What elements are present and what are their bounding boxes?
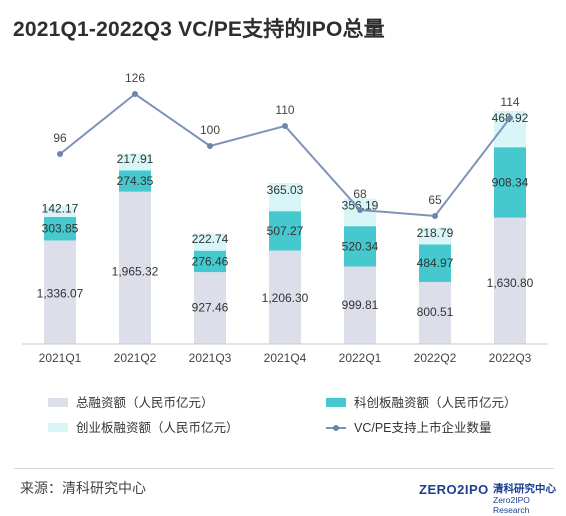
ipo-count-label-2022Q1: 68 xyxy=(353,187,367,201)
bars-layer xyxy=(44,110,526,344)
chart: 1,336.07 303.85 142.17 1,965.32 274.35 217.91… xyxy=(22,71,548,435)
bar-label-0-2022Q2: 800.51 xyxy=(417,305,454,319)
line-layer: 96 126 100 110 68 65 114 xyxy=(53,71,520,219)
chart-title: 2021Q1-2022Q3 VC/PE支持的IPO总量 xyxy=(13,18,385,41)
x-tick-label: 2022Q2 xyxy=(414,351,457,365)
ipo-count-point-2021Q3 xyxy=(207,143,213,149)
logo-cn-text: 清科研究中心 xyxy=(493,483,556,495)
bar-label-1-2022Q1: 520.34 xyxy=(342,239,379,253)
source-note: 来源：清科研究中心 xyxy=(20,480,146,496)
ipo-count-point-2021Q4 xyxy=(282,123,288,129)
bar-chinext-2021Q4 xyxy=(269,182,301,212)
logo-mark: ZERO2IPO xyxy=(419,482,489,497)
bar-label-1-2021Q4: 507.27 xyxy=(267,224,304,238)
ipo-count-label-2021Q3: 100 xyxy=(200,123,220,137)
legend: 总融资额（人民币亿元） 科创板融资额（人民币亿元） 创业板融资额（人民币亿元） VC/… xyxy=(48,395,517,435)
ipo-count-point-2022Q2 xyxy=(432,213,438,219)
ipo-count-point-2021Q2 xyxy=(132,91,138,97)
bar-label-2-2021Q1: 142.17 xyxy=(42,201,79,215)
bar-chinext-2021Q2 xyxy=(119,153,151,171)
bar-label-1-2021Q3: 276.46 xyxy=(192,254,229,268)
logo-en-text: Zero2IPO Research xyxy=(493,495,530,515)
bar-star-market-2021Q1 xyxy=(44,216,76,241)
bar-label-1-2021Q1: 303.85 xyxy=(42,222,79,236)
ipo-count-point-2021Q1 xyxy=(57,151,63,157)
bar-total-2021Q4 xyxy=(269,250,301,344)
ipo-count-label-2021Q1: 96 xyxy=(53,131,67,145)
bar-label-0-2022Q3: 1,630.80 xyxy=(487,276,534,290)
bar-total-2021Q3 xyxy=(194,272,226,344)
ipo-count-label-2021Q2: 126 xyxy=(125,71,145,85)
x-tick-label: 2021Q1 xyxy=(39,351,82,365)
bar-star-market-2021Q2 xyxy=(119,170,151,192)
x-tick-label: 2022Q1 xyxy=(339,351,382,365)
bar-label-2-2022Q1: 356.19 xyxy=(342,199,379,213)
legend-label-2: 创业板融资额（人民币亿元） xyxy=(76,420,239,435)
x-axis: 2021Q1 2021Q2 2021Q3 2021Q4 2022Q1 2022Q2 2022… xyxy=(22,343,548,365)
bar-total-2022Q1 xyxy=(344,266,376,344)
bar-star-market-2022Q2 xyxy=(419,244,451,282)
bar-chinext-2022Q2 xyxy=(419,227,451,245)
ipo-count-label-2022Q3: 114 xyxy=(500,95,519,109)
bar-label-2-2021Q4: 365.03 xyxy=(267,183,304,197)
ipo-count-point-2022Q1 xyxy=(357,207,363,213)
ipo-count-label-2022Q2: 65 xyxy=(428,193,442,207)
bar-star-market-2021Q4 xyxy=(269,211,301,251)
bar-label-0-2021Q4: 1,206.30 xyxy=(262,291,309,305)
bar-label-0-2022Q1: 999.81 xyxy=(342,298,379,312)
x-tick-label: 2021Q3 xyxy=(189,351,232,365)
bar-label-1-2021Q2: 274.35 xyxy=(117,174,154,188)
brand-logo: ZERO2IPO 清科研究中心 Zero2IPO Research xyxy=(419,480,561,515)
legend-swatch-1 xyxy=(326,398,346,407)
legend-swatch-0 xyxy=(48,398,68,407)
footer-divider xyxy=(14,468,554,469)
bar-star-market-2022Q1 xyxy=(344,226,376,267)
legend-swatch-dot xyxy=(333,425,339,431)
legend-label-3: VC/PE支持上市企业数量 xyxy=(354,420,492,435)
bar-total-2022Q2 xyxy=(419,281,451,344)
bar-star-market-2022Q3 xyxy=(494,147,526,218)
bar-label-2-2021Q3: 222.74 xyxy=(192,232,229,246)
x-tick-label: 2021Q2 xyxy=(114,351,157,365)
bar-chinext-2021Q1 xyxy=(44,205,76,217)
ipo-count-point-2022Q3 xyxy=(507,115,513,121)
bar-label-0-2021Q1: 1,336.07 xyxy=(37,286,84,300)
ipo-count-label-2021Q4: 110 xyxy=(275,103,294,117)
legend-label-1: 科创板融资额（人民币亿元） xyxy=(354,395,517,410)
bar-label-1-2022Q3: 908.34 xyxy=(492,175,529,189)
bar-label-2-2021Q2: 217.91 xyxy=(117,152,154,166)
bar-label-1-2022Q2: 484.97 xyxy=(417,256,454,270)
bar-label-0-2021Q2: 1,965.32 xyxy=(112,264,159,278)
bar-total-2022Q3 xyxy=(494,217,526,344)
legend-label-0: 总融资额（人民币亿元） xyxy=(76,395,214,410)
x-tick-label: 2021Q4 xyxy=(264,351,307,365)
bar-chinext-2021Q3 xyxy=(194,233,226,251)
bar-total-2021Q1 xyxy=(44,240,76,344)
bar-total-2021Q2 xyxy=(119,191,151,344)
x-tick-label: 2022Q3 xyxy=(489,351,532,365)
legend-swatch-2 xyxy=(48,423,68,432)
bar-label-0-2021Q3: 927.46 xyxy=(192,301,229,315)
bar-label-2-2022Q2: 218.79 xyxy=(417,226,454,240)
bar-star-market-2021Q3 xyxy=(194,250,226,273)
